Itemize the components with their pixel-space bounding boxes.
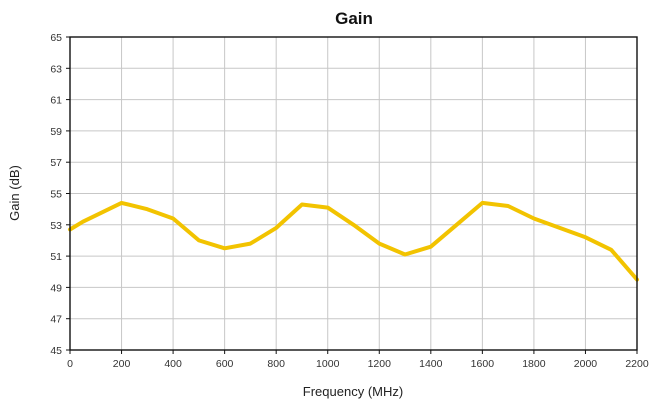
- y-tick-label: 63: [50, 63, 62, 75]
- y-tick-label: 45: [50, 345, 62, 357]
- grid: [69, 36, 638, 351]
- y-tick-label: 55: [50, 189, 62, 201]
- y-axis-label: Gain (dB): [7, 165, 22, 221]
- x-tick-label: 1000: [316, 358, 340, 370]
- y-tick-label: 65: [50, 32, 62, 44]
- y-tick-label: 47: [50, 314, 62, 326]
- x-tick-label: 1200: [368, 358, 392, 370]
- x-tick-label: 1400: [419, 358, 443, 370]
- x-axis-label: Frequency (MHz): [303, 384, 403, 399]
- x-axis-ticks: 0 200 400 600 800 1000 1200 1400 1600 1800 2000 220…: [67, 350, 649, 370]
- plot-frame: [69, 36, 638, 351]
- x-tick-label: 1800: [522, 358, 546, 370]
- x-tick-label: 0: [67, 358, 73, 370]
- x-tick-label: 2200: [625, 358, 649, 370]
- x-tick-label: 400: [164, 358, 182, 370]
- x-tick-label: 200: [113, 358, 131, 370]
- y-tick-label: 61: [50, 95, 62, 107]
- y-tick-label: 49: [50, 282, 62, 294]
- y-tick-label: 59: [50, 126, 62, 138]
- y-tick-label: 51: [50, 251, 62, 263]
- x-tick-label: 800: [267, 358, 285, 370]
- x-tick-label: 600: [216, 358, 234, 370]
- series-line-gain: [68, 200, 639, 282]
- y-axis-ticks: 45 47 49 51 53 55 57 59 61 63 65: [50, 32, 70, 357]
- x-tick-label: 1600: [471, 358, 495, 370]
- chart-title: Gain: [335, 9, 373, 28]
- y-tick-label: 53: [50, 220, 62, 232]
- y-tick-label: 57: [50, 157, 62, 169]
- x-tick-label: 2000: [574, 358, 598, 370]
